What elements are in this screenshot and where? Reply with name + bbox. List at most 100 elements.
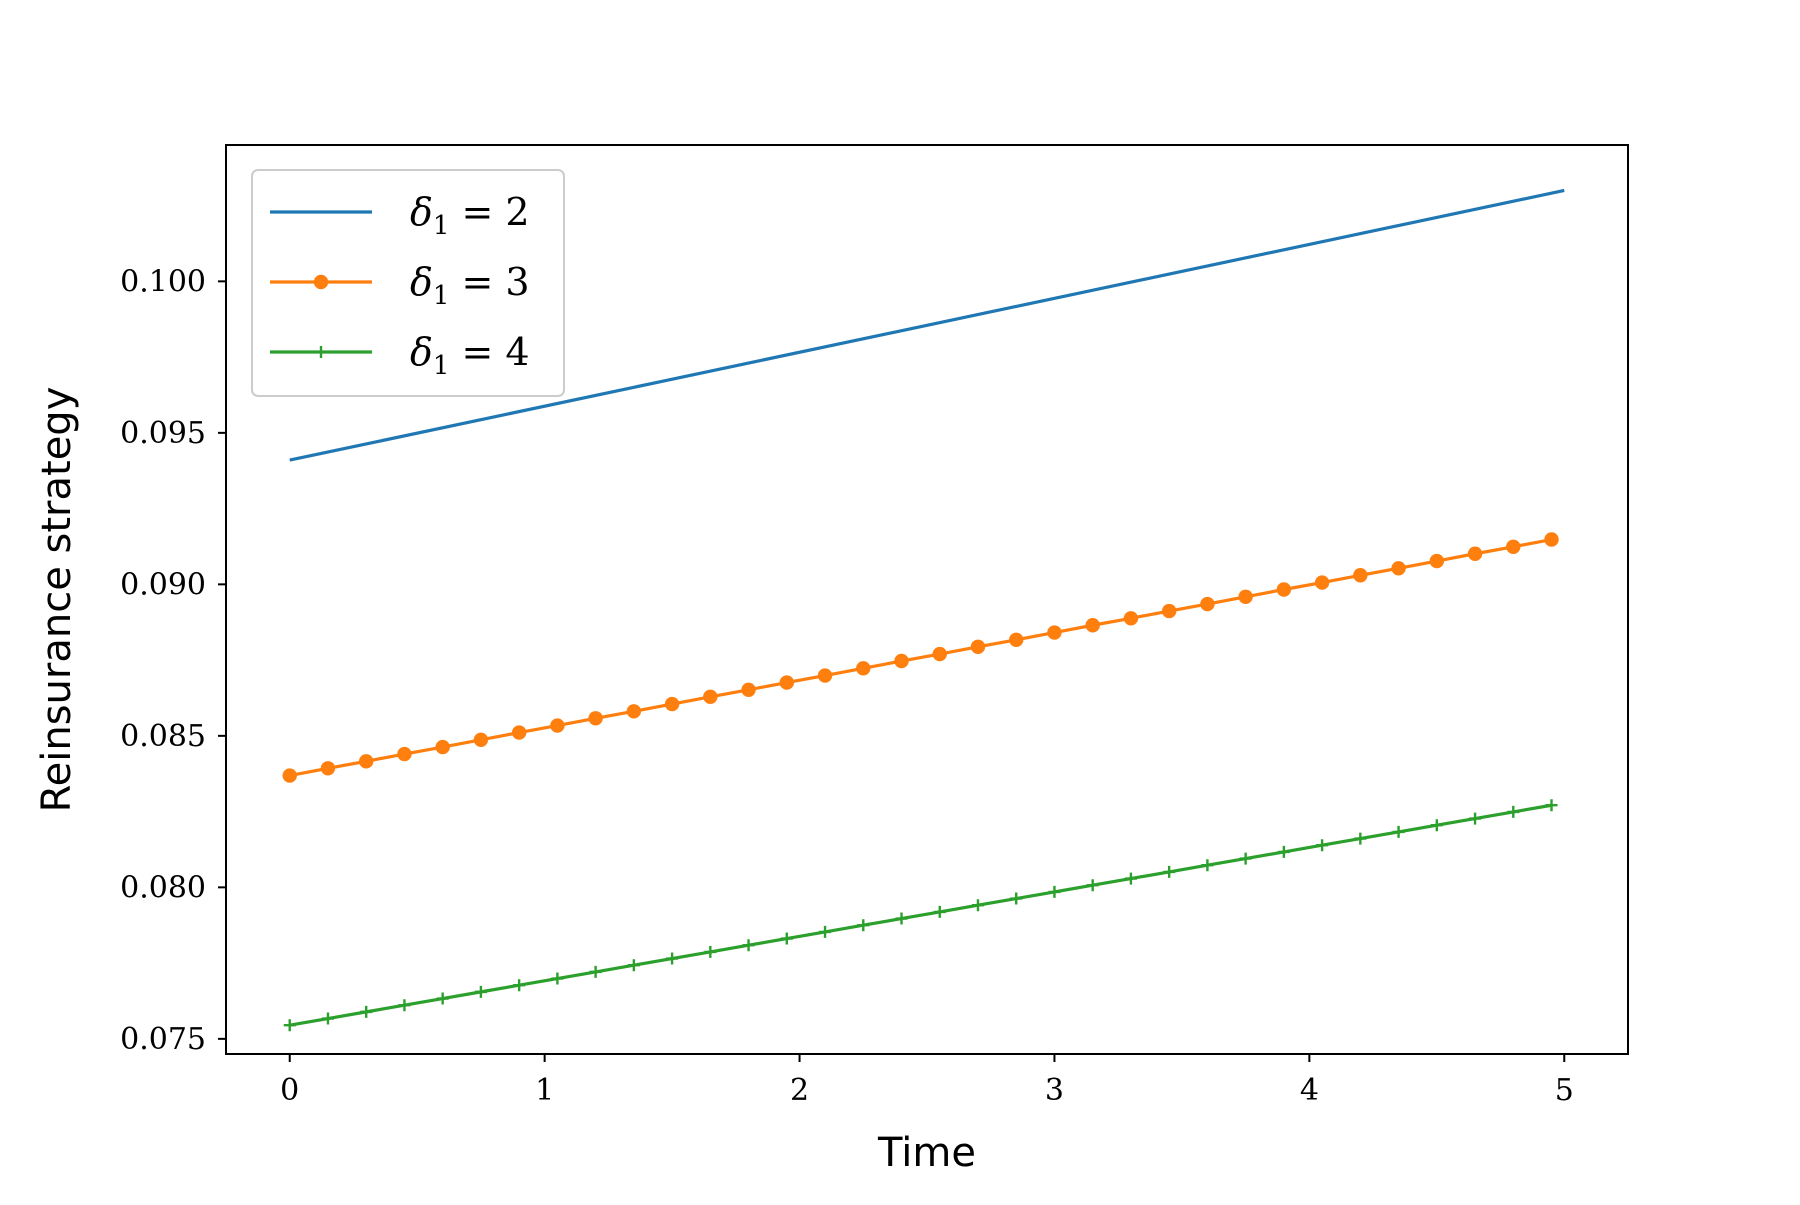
point-marker (436, 992, 449, 1005)
point-marker (1238, 589, 1253, 604)
series-line-2 (289, 537, 1552, 778)
point-marker (1544, 532, 1559, 547)
point-marker (589, 965, 602, 978)
point-marker (971, 899, 984, 912)
legend: δ1 = 2 δ1 = 3 δ1 = 4 (251, 169, 565, 397)
point-marker (1163, 865, 1176, 878)
point-marker (819, 925, 832, 938)
point-marker (398, 999, 411, 1012)
point-marker (1354, 832, 1367, 845)
point-marker (666, 952, 679, 965)
y-tick-label: 0.075 (120, 1022, 206, 1057)
legend-entry-1: δ1 = 2 (270, 190, 530, 241)
point-marker (473, 732, 489, 747)
y-axis-label: Reinsurance strategy (34, 387, 80, 813)
point-marker (933, 905, 946, 918)
point-marker (1429, 553, 1445, 569)
point-marker (321, 1012, 334, 1025)
legend-marker (313, 274, 329, 290)
x-tick-label: 5 (1555, 1073, 1574, 1108)
point-marker (970, 639, 986, 654)
point-marker (627, 959, 640, 972)
legend-label: δ1 = 3 (410, 260, 530, 311)
point-marker (1506, 539, 1521, 554)
point-marker (932, 646, 947, 662)
point-marker (1276, 582, 1292, 597)
point-marker (817, 668, 833, 683)
point-marker (513, 979, 526, 992)
series-layer (282, 188, 1565, 1032)
point-marker (895, 912, 908, 925)
point-marker (1469, 812, 1482, 825)
point-marker (1239, 852, 1252, 865)
point-marker (397, 746, 412, 762)
point-marker (1123, 611, 1139, 626)
point-marker (742, 939, 755, 952)
point-marker (1124, 872, 1137, 885)
series-2 (282, 532, 1559, 783)
x-tick-label: 3 (1045, 1073, 1064, 1108)
point-marker (511, 725, 527, 740)
axes-layer: 0 1 2 3 4 5 0.075 0.080 0.085 0.090 0.095 0.100 Time… (34, 144, 1629, 1176)
point-marker (1314, 575, 1330, 590)
point-marker (1010, 892, 1023, 905)
point-marker (1048, 885, 1061, 898)
point-marker (359, 754, 374, 769)
y-tick-label: 0.085 (120, 719, 206, 754)
y-tick-label: 0.080 (120, 870, 206, 905)
x-axis-label: Time (877, 1130, 976, 1176)
point-marker (1545, 799, 1558, 812)
point-marker (320, 761, 336, 776)
point-marker (1086, 879, 1099, 892)
x-tick-label: 2 (790, 1073, 809, 1108)
point-marker (1277, 845, 1290, 858)
legend-box (251, 169, 565, 397)
point-marker (435, 739, 450, 755)
point-marker (741, 682, 756, 697)
point-marker (1316, 839, 1329, 852)
point-marker (704, 945, 717, 958)
series-1 (289, 188, 1565, 462)
point-marker (550, 718, 565, 733)
point-marker (1353, 568, 1368, 583)
series-line-1 (289, 188, 1565, 462)
point-marker (1047, 625, 1062, 640)
point-marker (551, 972, 564, 985)
point-marker (780, 932, 793, 945)
point-marker (1085, 618, 1100, 633)
y-tick-label: 0.100 (120, 264, 206, 299)
x-tick-label: 0 (280, 1073, 299, 1108)
y-tick-label: 0.090 (120, 567, 206, 602)
point-marker (1201, 859, 1214, 872)
point-marker (1009, 632, 1024, 647)
legend-marker (315, 346, 327, 358)
legend-label: δ1 = 2 (410, 190, 530, 241)
point-marker (282, 768, 297, 783)
point-marker (664, 696, 680, 712)
point-marker (856, 661, 871, 676)
plot-frame (225, 144, 1629, 1055)
point-marker (779, 675, 794, 690)
point-marker (857, 919, 870, 932)
point-marker (1391, 561, 1406, 576)
x-tick-label: 1 (535, 1073, 554, 1108)
point-marker (1161, 603, 1177, 619)
point-marker (474, 985, 487, 998)
point-marker (283, 1019, 296, 1032)
point-marker (588, 711, 603, 726)
point-marker (1507, 805, 1520, 818)
series-3 (283, 799, 1558, 1032)
series-line-3 (289, 803, 1552, 1027)
legend-entry-3: δ1 = 4 (270, 330, 530, 381)
legend-entry-2: δ1 = 3 (270, 260, 530, 311)
point-marker (1467, 546, 1483, 561)
point-marker (1430, 819, 1443, 832)
point-marker (894, 653, 909, 669)
legend-label: δ1 = 4 (410, 330, 530, 381)
point-marker (360, 1005, 373, 1018)
point-marker (1200, 596, 1215, 612)
point-marker (626, 704, 642, 719)
x-tick-label: 4 (1300, 1073, 1319, 1108)
